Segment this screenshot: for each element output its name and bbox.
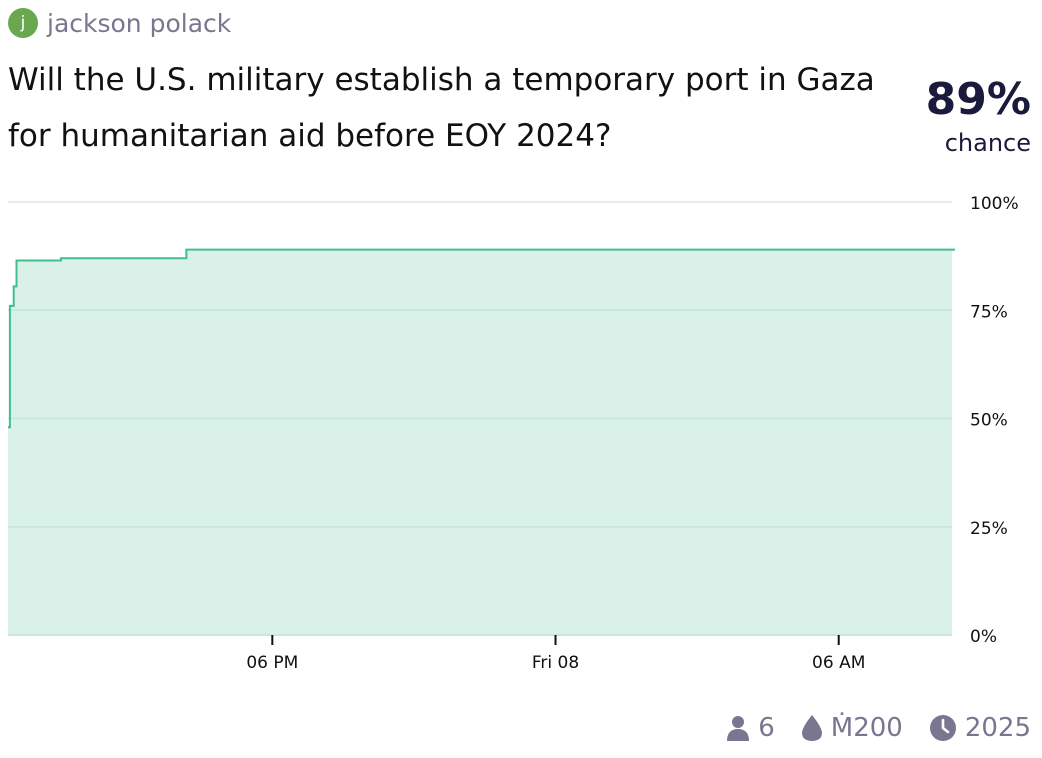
creator[interactable]: j jackson polack [8, 6, 231, 40]
market-stats: 6 Ṁ200 2025 [700, 708, 1031, 748]
traders-stat: 6 [726, 713, 775, 743]
probability-line [8, 248, 955, 429]
market-question: Will the U.S. military establish a tempo… [8, 62, 875, 154]
x-tick-label: Fri 08 [532, 653, 579, 673]
probability-display: 89% chance [926, 74, 1031, 158]
close-date-stat: 2025 [929, 713, 1031, 743]
y-tick-label: 0% [970, 627, 997, 647]
probability-label: chance [944, 129, 1031, 157]
y-tick-label: 25% [970, 519, 1008, 539]
x-tick-label: 06 AM [812, 653, 865, 673]
probability-chart[interactable]: 100% 75% 50% 25% 0% 06 PM Fri 08 06 AM [0, 180, 1042, 690]
y-tick-label: 75% [970, 302, 1008, 322]
y-tick-label: 50% [970, 411, 1008, 431]
liquidity-amount: Ṁ200 [830, 713, 903, 743]
probability-value: 89% [925, 74, 1031, 125]
traders-count: 6 [758, 713, 775, 743]
chart-area-fill [8, 249, 952, 635]
clock-icon [929, 715, 956, 741]
y-tick-label: 100% [970, 194, 1019, 214]
liquidity-stat: Ṁ200 [801, 713, 903, 743]
droplet-icon [801, 715, 822, 741]
person-icon [727, 716, 750, 741]
x-tick-label: 06 PM [246, 653, 298, 673]
close-date: 2025 [964, 713, 1031, 743]
avatar[interactable]: j [8, 8, 38, 38]
creator-name[interactable]: jackson polack [47, 8, 232, 38]
